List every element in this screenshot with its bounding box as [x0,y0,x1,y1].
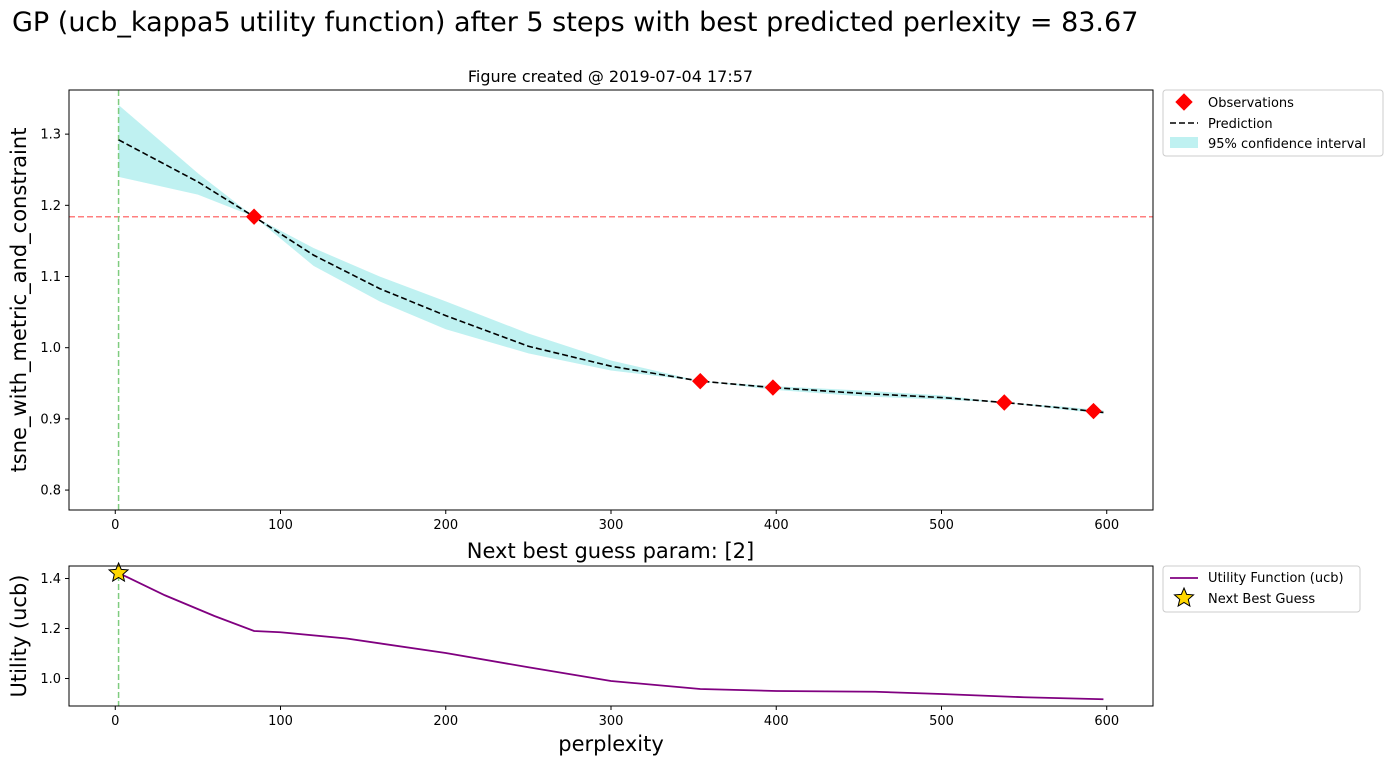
bottom-legend-box [1162,565,1361,613]
top-y-tick-label: 0.9 [40,412,61,427]
bottom-x-axis-label: perplexity [558,732,664,756]
bottom-y-tick-label: 1.0 [40,672,61,687]
top-plot: Figure created @ 2019-07-04 17:57 0 100 20… [7,67,1384,533]
bottom-x-tick-label: 600 [1094,714,1119,729]
top-y-tick-label: 1.1 [40,270,61,285]
bottom-plot-title: Next best guess param: [2] [467,539,754,563]
top-x-tick-label: 500 [929,518,954,533]
top-y-tick-label: 0.8 [40,484,61,499]
bottom-x-tick-label: 0 [111,714,119,729]
bottom-x-tick-label: 500 [929,714,954,729]
top-x-tick-label: 400 [764,518,789,533]
observation-point [692,372,709,390]
next-best-guess-star [107,561,130,583]
top-legend: Observations Prediction 95% confidence i… [1162,89,1384,157]
legend-next-guess-marker [1173,586,1195,608]
bottom-y-tick-label: 1.2 [40,622,61,637]
top-y-ticks: 0.8 0.9 1.0 1.1 1.2 1.3 [40,128,69,499]
bottom-y-axis-label: Utility (ucb) [7,574,31,697]
top-y-tick-label: 1.0 [40,341,61,356]
legend-confidence-label: 95% confidence interval [1208,137,1366,152]
bottom-legend: Utility Function (ucb) Next Best Guess [1162,565,1361,613]
top-plot-frame [68,89,1154,511]
top-x-ticks: 0 100 200 300 400 500 600 [111,510,1119,533]
legend-observations-marker [1175,93,1193,111]
top-legend-box [1162,89,1384,157]
top-x-tick-label: 0 [111,518,119,533]
bottom-utility-line [118,572,1104,701]
top-y-axis-label: tsne_with_metric_and_constraint [7,128,32,473]
bottom-x-tick-label: 400 [764,714,789,729]
bottom-x-tick-label: 200 [433,714,458,729]
legend-utility-label: Utility Function (ucb) [1208,571,1344,586]
bottom-y-tick-label: 1.4 [40,572,61,587]
bottom-next-guess [107,561,130,583]
bottom-x-tick-label: 100 [268,714,293,729]
bottom-x-ticks: 0 100 200 300 400 500 600 [111,706,1119,729]
figure-suptitle: GP (ucb_kappa5 utility function) after 5… [12,7,1138,38]
top-x-tick-label: 600 [1094,518,1119,533]
utility-function-line [118,572,1104,701]
observation-point [996,394,1013,411]
top-observations [245,208,1102,420]
bottom-x-tick-label: 300 [599,714,624,729]
legend-confidence-marker [1170,137,1198,148]
top-plot-title: Figure created @ 2019-07-04 17:57 [468,67,753,86]
bottom-plot-frame [68,565,1154,707]
observation-point [1085,402,1102,420]
bottom-plot: Next best guess param: [2] 0 100 200 300 400… [7,539,1361,756]
legend-observations-label: Observations [1208,96,1294,111]
legend-prediction-label: Prediction [1208,117,1273,132]
observation-point [764,379,782,396]
top-x-tick-label: 200 [433,518,458,533]
top-x-tick-label: 300 [599,518,624,533]
prediction-line [118,139,1104,414]
top-y-tick-label: 1.3 [40,128,61,143]
top-reference-lines [69,90,1153,510]
top-prediction-line [118,139,1104,414]
top-y-tick-label: 1.2 [40,199,61,214]
observation-point [245,208,263,225]
confidence-interval-area [118,104,1104,414]
bottom-y-ticks: 1.0 1.2 1.4 [40,572,69,687]
top-x-tick-label: 100 [268,518,293,533]
legend-next-guess-label: Next Best Guess [1208,592,1315,607]
top-confidence-band [118,104,1104,414]
